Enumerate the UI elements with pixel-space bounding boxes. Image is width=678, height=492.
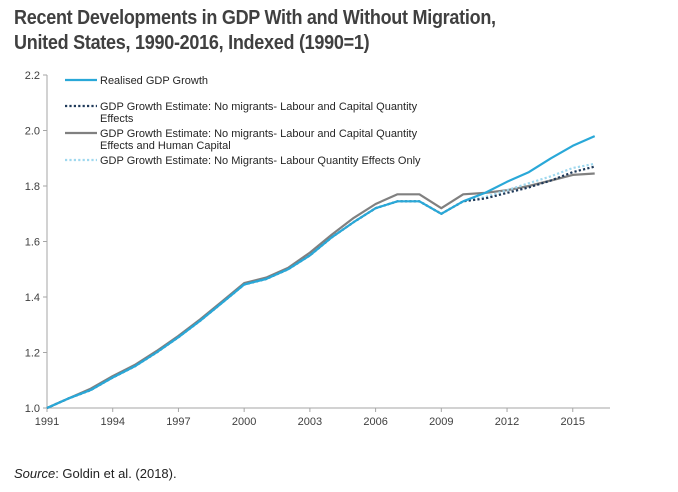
series-line-2: [46, 165, 595, 410]
legend-label-4: GDP Growth Estimate: No Migrants- Labour…: [100, 155, 421, 167]
legend-label-1: Realised GDP Growth: [100, 75, 208, 87]
legend-label-line: Effects and Human Capital: [100, 140, 231, 152]
legend-label-line: GDP Growth Estimate: No Migrants- Labour…: [100, 155, 421, 167]
x-tick-label: 1994: [100, 416, 124, 428]
series-line-4: [46, 162, 595, 410]
source-text: : Goldin et al. (2018).: [55, 466, 177, 481]
x-tick-label: 1997: [166, 416, 190, 428]
x-tick-label: 2003: [298, 416, 322, 428]
x-tick-label: 2015: [561, 416, 585, 428]
legend-label-2: GDP Growth Estimate: No migrants- Labour…: [100, 101, 418, 125]
legend-label-3: GDP Growth Estimate: No migrants- Labour…: [100, 128, 418, 152]
x-tick-label: 2009: [429, 416, 453, 428]
legend-label-line: GDP Growth Estimate: No migrants- Labour…: [100, 101, 418, 113]
x-tick-label: 2012: [495, 416, 519, 428]
x-tick-label: 1991: [35, 416, 59, 428]
legend-label-line: GDP Growth Estimate: No migrants- Labour…: [100, 128, 418, 140]
x-axis-ticks: 1991 1994 1997 2000 2003 2006 2009 2012 2015: [35, 408, 585, 428]
y-tick-label: 1.4: [25, 292, 40, 304]
source-label: Source: [14, 466, 56, 481]
y-tick-label: 2.0: [25, 126, 40, 138]
series-line-1: [46, 135, 596, 410]
source-note: Source: Goldin et al. (2018).: [14, 466, 177, 481]
y-tick-label: 2.2: [25, 70, 40, 82]
y-tick-label: 1.8: [25, 181, 40, 193]
legend: Realised GDP Growth GDP Growth Estimate: …: [65, 75, 421, 167]
legend-label-line: Realised GDP Growth: [100, 75, 208, 87]
y-tick-label: 1.6: [25, 237, 40, 249]
y-tick-label: 1.2: [25, 348, 40, 360]
series-line-3: [46, 172, 595, 410]
legend-label-line: Effects: [100, 113, 134, 125]
y-tick-label: 1.0: [25, 403, 40, 415]
x-tick-label: 2006: [363, 416, 387, 428]
series-lines: [46, 135, 596, 410]
x-tick-label: 2000: [232, 416, 256, 428]
chart-title: Recent Developments in GDP With and With…: [14, 7, 496, 54]
y-axis-ticks: 1.0 1.2 1.4 1.6 1.8 2.0 2.2: [25, 70, 47, 415]
